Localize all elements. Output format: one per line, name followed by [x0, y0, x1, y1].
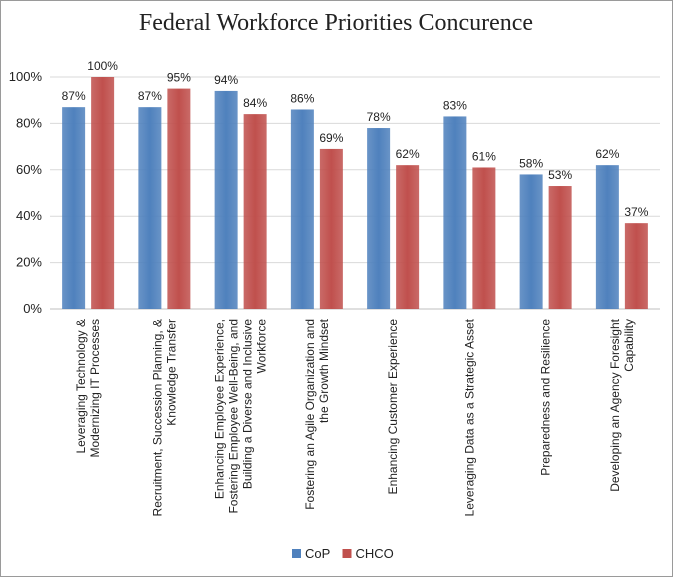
data-label: 62%: [396, 147, 420, 161]
y-axis: 0% 20% 40% 60% 80% 100%: [9, 69, 43, 316]
data-label: 84%: [243, 96, 267, 110]
x-category-label: Leveraging Data as a Strategic Asset: [462, 318, 476, 516]
bar-cop: [443, 116, 467, 309]
y-tick-label: 80%: [16, 115, 42, 130]
bar-chco: [548, 186, 572, 309]
data-label: 86%: [290, 91, 314, 105]
data-label: 62%: [595, 147, 619, 161]
x-category-label: Enhancing Employee Experience,Fostering …: [213, 319, 269, 514]
x-axis-category-labels: Leveraging Technology &Modernizing IT Pr…: [74, 318, 636, 516]
x-category-label: Fostering an Agile Organization andthe G…: [303, 318, 331, 509]
bar-chco: [396, 165, 420, 309]
legend-label-chco: CHCO: [356, 546, 394, 561]
data-label: 61%: [472, 149, 496, 163]
x-category-label: Leveraging Technology &Modernizing IT Pr…: [74, 319, 102, 458]
bar-chco: [319, 148, 343, 309]
y-tick-label: 60%: [16, 162, 42, 177]
data-label: 53%: [548, 168, 572, 182]
data-label: 58%: [519, 156, 543, 170]
x-category-label: Enhancing Customer Experience: [386, 319, 400, 495]
legend: CoP CHCO: [292, 546, 394, 561]
bar-cop: [62, 107, 86, 309]
bar-chco: [167, 88, 191, 309]
bar-chco: [91, 77, 115, 309]
data-label: 83%: [443, 98, 467, 112]
data-label: 94%: [214, 73, 238, 87]
x-category-label: Recruitment, Succession Planning, &Knowl…: [150, 319, 178, 516]
bar-chco: [624, 223, 648, 309]
legend-swatch-cop: [292, 549, 301, 558]
data-label: 87%: [138, 89, 162, 103]
bar-cop: [138, 107, 162, 309]
data-label: 95%: [167, 71, 191, 85]
bar-cop: [290, 109, 314, 309]
y-tick-label: 0%: [23, 301, 42, 316]
legend-label-cop: CoP: [305, 546, 330, 561]
bar-chco: [472, 167, 496, 309]
bar-chco: [243, 114, 267, 310]
y-tick-label: 40%: [16, 208, 42, 223]
data-label: 100%: [87, 59, 118, 73]
y-tick-label: 20%: [16, 255, 42, 270]
bar-cop: [367, 128, 391, 309]
data-label: 78%: [367, 110, 391, 124]
data-label: 69%: [319, 131, 343, 145]
x-category-label: Preparedness and Resilience: [539, 319, 553, 476]
bar-cop: [595, 165, 619, 309]
x-category-label: Developing an Agency ForesightCapability: [608, 318, 636, 491]
data-label: 87%: [62, 89, 86, 103]
legend-swatch-chco: [342, 549, 352, 558]
y-tick-label: 100%: [9, 69, 43, 84]
chart-title: Federal Workforce Priorities Concurence: [139, 10, 533, 36]
bar-cop: [519, 174, 543, 309]
bars: 87% 100% 87% 95% 94% 84% 86% 69% 78% 62% 83% 61% 58%…: [62, 59, 649, 310]
data-label: 37%: [624, 205, 648, 219]
bar-cop: [214, 90, 238, 309]
